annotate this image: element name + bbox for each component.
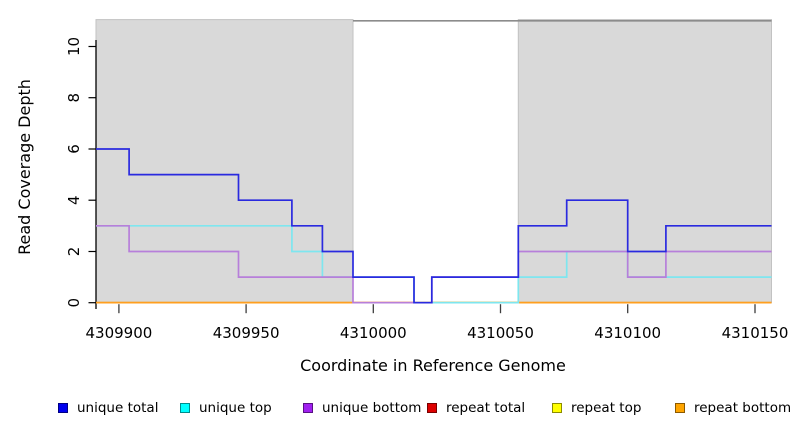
y-tick-label: 6 [65,144,83,154]
x-tick-label: 4309900 [85,324,152,342]
y-tick-label: 0 [65,298,83,308]
shaded-region-left [95,19,354,304]
y-axis-label: Read Coverage Depth [15,79,34,255]
y-tick-label: 4 [65,195,83,205]
x-tick-label: 4310000 [340,324,407,342]
x-tick-label: 4310150 [722,324,789,342]
y-tick-label: 8 [65,93,83,103]
x-tick-label: 4310050 [467,324,534,342]
x-tick-label: 4309950 [213,324,280,342]
series-line-unique-total [96,148,772,304]
shaded-region-right [517,19,772,304]
x-axis-label: Coordinate in Reference Genome [300,356,566,375]
x-tick-label: 4310100 [594,324,661,342]
y-tick-label: 10 [65,37,83,56]
y-tick-label: 2 [65,247,83,257]
